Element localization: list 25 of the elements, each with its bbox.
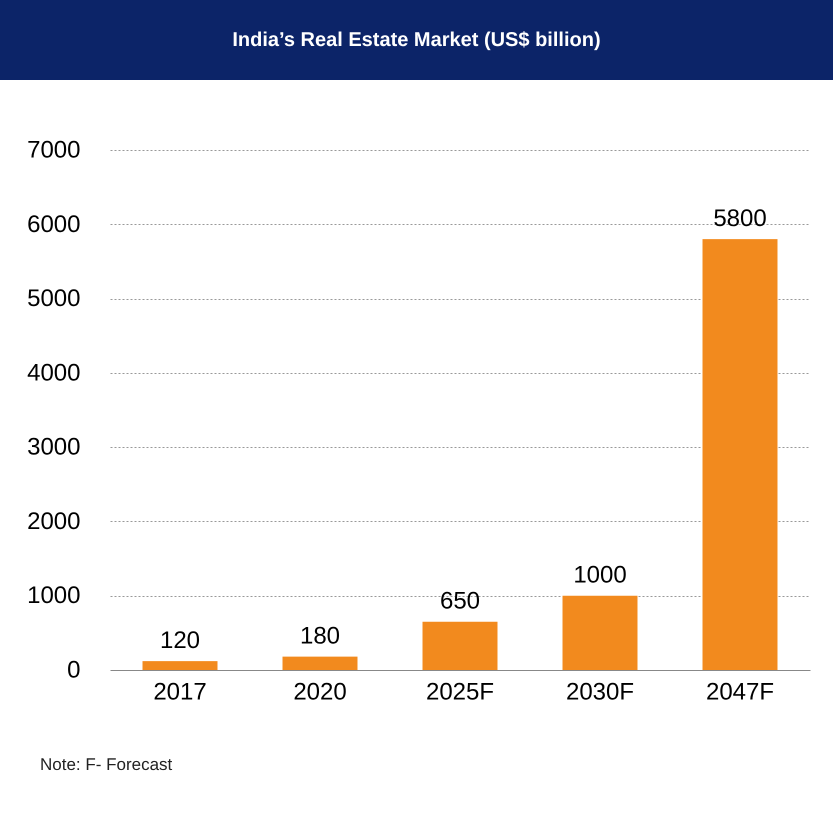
chart-title: India’s Real Estate Market (US$ billion) bbox=[232, 29, 601, 51]
y-tick-label: 3000 bbox=[27, 434, 80, 461]
y-tick-label: 7000 bbox=[27, 136, 80, 164]
bar bbox=[702, 239, 778, 670]
bar bbox=[422, 622, 498, 670]
data-label: 650 bbox=[440, 588, 480, 615]
y-tick-label: 1000 bbox=[27, 582, 80, 610]
y-tick-label: 4000 bbox=[27, 359, 80, 386]
data-label: 1000 bbox=[573, 562, 627, 589]
x-tick-label: 2025F bbox=[426, 678, 494, 706]
bar bbox=[282, 656, 358, 670]
y-tick-label: 2000 bbox=[27, 508, 80, 535]
x-tick-label: 2020 bbox=[293, 678, 347, 706]
x-tick-label: 2030F bbox=[566, 678, 634, 706]
data-label: 5800 bbox=[713, 205, 767, 232]
x-tick-label: 2047F bbox=[706, 678, 774, 706]
y-tick-label: 0 bbox=[67, 656, 80, 684]
data-label: 120 bbox=[160, 627, 200, 654]
bar bbox=[562, 596, 638, 670]
text: Note: F- Forecast bbox=[40, 755, 173, 774]
data-label: 180 bbox=[300, 622, 340, 650]
y-tick-label: 5000 bbox=[27, 285, 80, 312]
bar bbox=[142, 661, 218, 670]
y-tick-label: 6000 bbox=[27, 210, 80, 238]
x-tick-label: 2017 bbox=[153, 678, 207, 706]
